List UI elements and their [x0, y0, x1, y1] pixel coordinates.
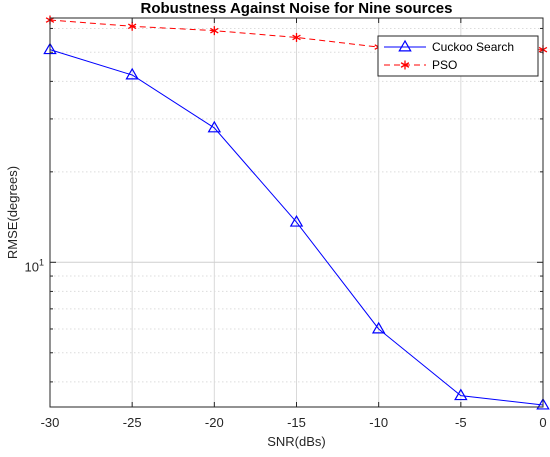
- x-tick-label: -25: [123, 415, 142, 430]
- triangle-marker: [207, 120, 222, 133]
- grid-lines: [50, 18, 543, 407]
- y-axis-label: RMSE(degrees): [5, 166, 20, 259]
- star-marker: [210, 26, 219, 36]
- legend-label: PSO: [432, 58, 457, 72]
- star-stroke: [400, 62, 410, 68]
- x-tick-label: -10: [369, 415, 388, 430]
- chart-title: Robustness Against Noise for Nine source…: [140, 0, 452, 17]
- axis-ticks: -30 -25 -20 -15 -10 -5 0: [41, 18, 547, 430]
- legend-triangle-marker: [398, 39, 412, 52]
- x-tick-label: -15: [287, 415, 306, 430]
- y-tick-base: 10: [25, 259, 39, 274]
- x-axis-label: SNR(dBs): [267, 434, 326, 449]
- star-marker: [292, 32, 301, 42]
- triangle-marker: [371, 321, 386, 334]
- x-tick-label: -20: [205, 415, 224, 430]
- star-marker: [400, 60, 410, 70]
- triangle-marker: [125, 67, 139, 80]
- triangle-marker: [454, 388, 468, 401]
- star-marker: [127, 21, 137, 31]
- star-stroke: [210, 27, 219, 34]
- star-stroke: [127, 23, 137, 30]
- series-line: [49, 49, 544, 406]
- x-tick-label: 0: [539, 415, 546, 430]
- legend-label: Cuckoo Search: [432, 40, 514, 54]
- star-stroke: [292, 34, 301, 41]
- x-tick-label: -5: [455, 415, 467, 430]
- y-tick-label: 101: [25, 257, 44, 274]
- triangle-marker: [536, 397, 550, 410]
- x-tick-label: -30: [41, 415, 60, 430]
- triangle-marker: [289, 214, 304, 227]
- y-tick-exponent: 1: [39, 257, 44, 267]
- legend: Cuckoo Search PSO: [377, 35, 539, 77]
